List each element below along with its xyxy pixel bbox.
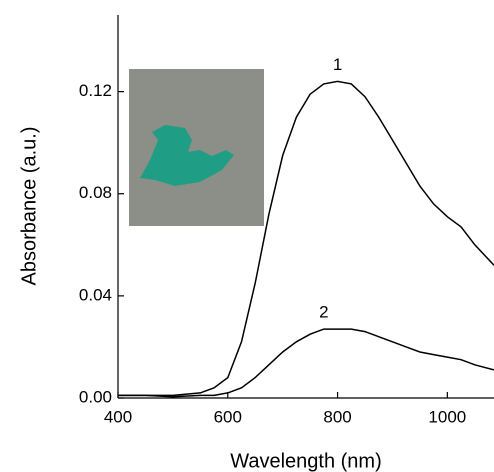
y-axis-label: Absorbance (a.u.)	[18, 127, 40, 286]
x-tick-label: 600	[214, 407, 242, 426]
y-tick-label: 0.00	[79, 387, 112, 406]
inset-photo	[129, 69, 264, 226]
curve-label: 2	[319, 303, 328, 322]
y-tick-label: 0.08	[79, 183, 112, 202]
x-tick-label: 1000	[428, 407, 466, 426]
x-axis-label: Wavelength (nm)	[230, 450, 382, 472]
spectrum-line	[118, 328, 494, 398]
spectrum-line	[118, 80, 494, 397]
curve-label: 1	[333, 55, 342, 74]
y-tick-label: 0.04	[79, 285, 112, 304]
x-tick-label: 400	[104, 407, 132, 426]
x-tick-label: 800	[323, 407, 351, 426]
y-tick-label: 0.12	[79, 81, 112, 100]
